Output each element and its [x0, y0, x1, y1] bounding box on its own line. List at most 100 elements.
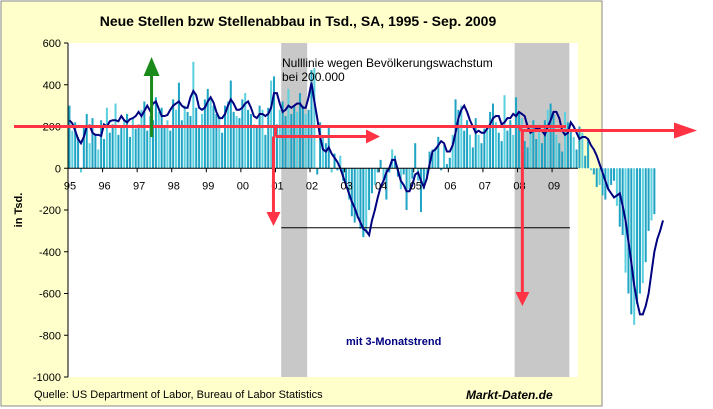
bar — [117, 134, 120, 169]
bar — [558, 143, 561, 169]
bar — [91, 118, 94, 169]
y-axis-label: in Tsd. — [13, 193, 25, 228]
y-tick-label: -200 — [39, 205, 61, 217]
bar — [509, 120, 512, 169]
bar — [379, 159, 382, 169]
bar — [140, 109, 143, 169]
arrow-head-right-2 — [674, 122, 697, 139]
bar — [638, 168, 641, 294]
bar — [477, 134, 480, 169]
trend-label: mit 3-Monatstrend — [346, 336, 441, 348]
bar — [356, 168, 359, 219]
bar — [71, 130, 74, 169]
bar — [443, 145, 446, 169]
chart-title: Neue Stellen bzw Stellenabbau in Tsd., S… — [100, 13, 497, 29]
bar — [120, 126, 123, 169]
y-tick-label: 0 — [55, 163, 61, 175]
bar — [463, 130, 466, 169]
bar — [261, 109, 264, 169]
bar — [114, 103, 117, 169]
bar — [278, 109, 281, 169]
bar — [552, 113, 555, 169]
y-tick-label: -1000 — [33, 372, 61, 384]
bar — [503, 95, 506, 169]
annotation-arrows — [14, 57, 697, 306]
bar — [408, 168, 411, 190]
bar — [359, 168, 362, 229]
bar — [157, 111, 160, 169]
bar — [532, 120, 535, 169]
bar — [221, 132, 224, 169]
x-tick-label: 00 — [237, 180, 249, 192]
bar — [247, 109, 250, 169]
bar — [615, 168, 618, 206]
bar — [232, 111, 235, 169]
bar — [535, 139, 538, 169]
green-arrow-head — [143, 57, 160, 76]
y-tick-label: -400 — [39, 247, 61, 259]
bar — [186, 111, 189, 169]
bar — [345, 168, 348, 185]
bar — [126, 113, 129, 169]
plot-area — [68, 43, 578, 377]
bar — [287, 88, 290, 169]
bar — [353, 168, 356, 223]
bar — [350, 168, 353, 217]
bar — [601, 168, 604, 196]
bar — [238, 118, 241, 169]
bar — [324, 143, 327, 169]
bar — [566, 122, 569, 169]
bar — [172, 99, 175, 169]
bar — [175, 109, 178, 169]
bar — [206, 88, 209, 169]
bar — [111, 124, 114, 169]
bar — [137, 124, 140, 169]
bar — [68, 105, 71, 169]
bar — [627, 168, 630, 294]
y-tick-label: 600 — [43, 38, 61, 50]
bar — [79, 168, 82, 173]
zero-line-note-line-2: bei 200.000 — [282, 70, 345, 84]
x-tick-label: 04 — [375, 180, 387, 192]
bar — [604, 168, 607, 200]
trend-line-group — [68, 82, 664, 316]
bar — [425, 168, 428, 177]
bar — [281, 101, 284, 169]
bar — [517, 111, 520, 169]
bar — [448, 157, 451, 169]
bar — [561, 151, 564, 169]
bar — [189, 116, 192, 169]
y-tick-label: -600 — [39, 289, 61, 301]
bar — [402, 168, 405, 175]
bar — [163, 126, 166, 169]
bar — [146, 130, 149, 169]
bar — [192, 61, 195, 169]
bar — [252, 124, 255, 169]
bar — [489, 111, 492, 169]
bar — [460, 105, 463, 169]
bar — [333, 153, 336, 169]
bar — [149, 116, 152, 169]
bar — [480, 143, 483, 169]
bar — [644, 168, 647, 263]
bar — [515, 97, 518, 169]
x-tick-label: 97 — [133, 180, 145, 192]
bar — [457, 109, 460, 169]
bar — [347, 168, 350, 200]
x-tick-label: 06 — [444, 180, 456, 192]
bar — [595, 168, 598, 188]
bar — [313, 68, 316, 169]
trend-line — [68, 82, 664, 316]
arrow-head-right-1 — [366, 129, 380, 144]
bar — [131, 118, 134, 169]
bar — [572, 136, 575, 169]
bar — [468, 134, 471, 169]
bar — [209, 99, 212, 169]
bar — [169, 130, 172, 169]
bar — [180, 120, 183, 169]
bar — [183, 105, 186, 169]
bar — [241, 99, 244, 169]
bar — [589, 168, 592, 171]
bar — [151, 120, 155, 169]
